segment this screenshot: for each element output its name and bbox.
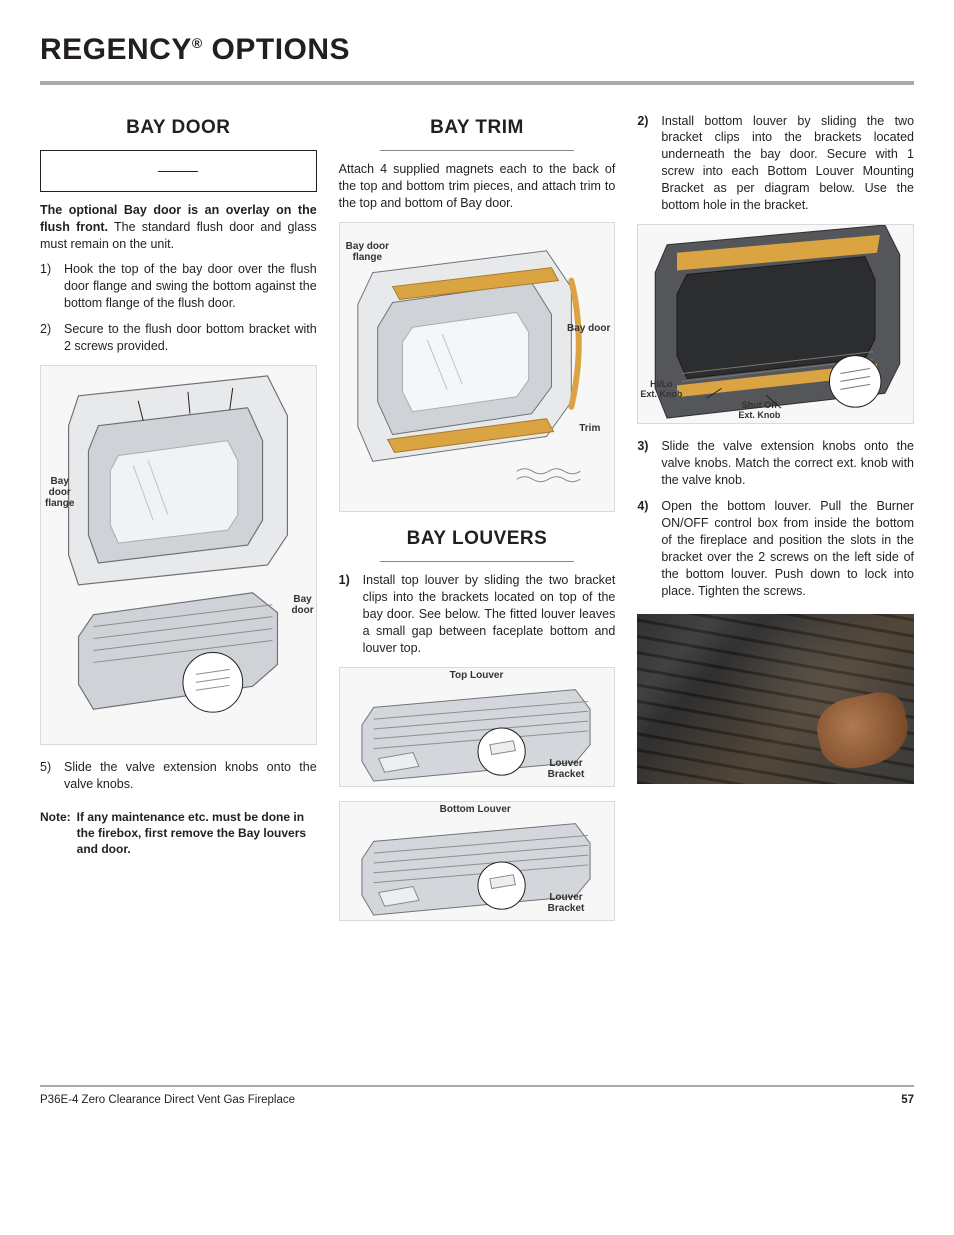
list-item: 4)Open the bottom louver. Pull the Burne…	[637, 498, 914, 599]
page-title: REGENCY® OPTIONS	[40, 30, 914, 71]
knob-diagram: HI/Lo Ext. Knob Shut Off Ext. Knob	[637, 224, 914, 424]
column-1: BAY DOOR The optional Bay door is an ove…	[40, 113, 317, 935]
step-text: Slide the valve extension knobs onto the…	[661, 438, 914, 489]
diagram-label-bracket2: Louver Bracket	[548, 892, 585, 914]
list-item: 1)Install top louver by sliding the two …	[339, 572, 616, 656]
footer-left: P36E-4 Zero Clearance Direct Vent Gas Fi…	[40, 1093, 295, 1109]
section-rule	[380, 561, 574, 562]
diagram-label-door: Bay door	[291, 594, 313, 616]
column-3: 2)Install bottom louver by sliding the t…	[637, 113, 914, 935]
bay-door-step5: 5)Slide the valve extension knobs onto t…	[40, 759, 317, 793]
bottom-louver-diagram: Bottom Louver Louver Bracket	[339, 801, 616, 921]
install-photo	[637, 614, 914, 784]
bay-trim-text: Attach 4 supplied magnets each to the ba…	[339, 161, 616, 212]
main-columns: BAY DOOR The optional Bay door is an ove…	[40, 113, 914, 935]
step-num: 1)	[339, 572, 355, 656]
step-num: 1)	[40, 261, 56, 312]
step-num: 3)	[637, 438, 653, 489]
list-item: 2)Secure to the flush door bottom bracke…	[40, 321, 317, 355]
diagram-label-bottom-louver: Bottom Louver	[440, 804, 511, 815]
registered-mark: ®	[192, 35, 203, 51]
step-text: Secure to the flush door bottom bracket …	[64, 321, 317, 355]
step-num: 4)	[637, 498, 653, 599]
step-num: 5)	[40, 759, 56, 793]
step-text: Install top louver by sliding the two br…	[363, 572, 616, 656]
col3-steps-top: 2)Install bottom louver by sliding the t…	[637, 113, 914, 214]
step-text: Hook the top of the bay door over the fl…	[64, 261, 317, 312]
list-item: 3)Slide the valve extension knobs onto t…	[637, 438, 914, 489]
photo-hand	[812, 687, 914, 774]
maintenance-note: Note: If any maintenance etc. must be do…	[40, 809, 317, 858]
step-num: 2)	[637, 113, 653, 214]
bay-door-steps: 1)Hook the top of the bay door over the …	[40, 261, 317, 355]
col3-steps-rest: 3)Slide the valve extension knobs onto t…	[637, 438, 914, 600]
bay-door-intro: The optional Bay door is an overlay on t…	[40, 202, 317, 253]
bay-louvers-heading: BAY LOUVERS	[339, 526, 616, 552]
diagram-label-flange: Bay door flange	[45, 476, 74, 509]
column-2: BAY TRIM Attach 4 supplied magnets each …	[339, 113, 616, 935]
page-footer: P36E-4 Zero Clearance Direct Vent Gas Fi…	[40, 1085, 914, 1109]
list-item: 2)Install bottom louver by sliding the t…	[637, 113, 914, 214]
top-louver-diagram: Top Louver Louver Bracket	[339, 667, 616, 787]
bay-door-diagram: Bay door flange Bay door	[40, 365, 317, 745]
diagram-label-door: Bay door	[567, 323, 610, 334]
bay-door-heading: BAY DOOR	[40, 115, 317, 141]
footer-page-number: 57	[901, 1093, 914, 1109]
title-suffix: OPTIONS	[203, 33, 350, 66]
diagram-label-flange: Bay door flange	[346, 241, 389, 263]
step-text: Slide the valve extension knobs onto the…	[64, 759, 317, 793]
bay-trim-diagram: Bay door flange Bay door Trim	[339, 222, 616, 512]
bay-trim-heading: BAY TRIM	[339, 115, 616, 141]
title-prefix: REGENCY	[40, 33, 192, 66]
overlay-box	[40, 150, 317, 192]
section-rule	[380, 150, 574, 151]
diagram-label-bracket: Louver Bracket	[548, 758, 585, 780]
list-item: 1)Hook the top of the bay door over the …	[40, 261, 317, 312]
bay-louvers-steps: 1)Install top louver by sliding the two …	[339, 572, 616, 656]
title-rule	[40, 81, 914, 85]
diagram-label-trim: Trim	[579, 423, 600, 434]
note-label: Note:	[40, 809, 71, 858]
step-num: 2)	[40, 321, 56, 355]
diagram-label-shut: Shut Off Ext. Knob	[738, 401, 780, 421]
diagram-label-hilo: HI/Lo Ext. Knob	[640, 380, 682, 400]
diagram-label-top-louver: Top Louver	[450, 670, 504, 681]
step-text: Open the bottom louver. Pull the Burner …	[661, 498, 914, 599]
note-text: If any maintenance etc. must be done in …	[77, 809, 317, 858]
list-item: 5)Slide the valve extension knobs onto t…	[40, 759, 317, 793]
step-text: Install bottom louver by sliding the two…	[661, 113, 914, 214]
